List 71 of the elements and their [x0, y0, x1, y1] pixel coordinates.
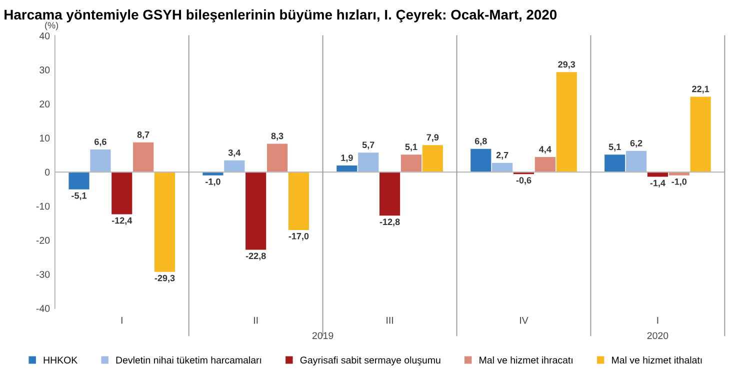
- bar: [604, 154, 626, 172]
- x-tick-label: I: [657, 317, 658, 324]
- data-label: 4,4: [539, 146, 552, 154]
- bar: [133, 142, 154, 172]
- legend-label: Gayrisafi sabit sermaye oluşumu: [300, 356, 440, 366]
- bar: [400, 154, 422, 172]
- y-tick-label: 0: [45, 168, 50, 176]
- y-tick-label: 10: [40, 134, 50, 142]
- data-label: -1,0: [206, 178, 220, 186]
- x-tick-label: IV: [520, 317, 528, 324]
- bar: [534, 157, 556, 172]
- chart-title: Harcama yöntemiyle GSYH bileşenlerinin büyüme hızları, I. Çeyrek: Ocak-Mart, 2020: [4, 9, 557, 22]
- data-label: -22,8: [246, 252, 266, 260]
- y-tick-label: 20: [40, 100, 50, 108]
- data-label: -0,6: [516, 177, 532, 185]
- bar: [556, 72, 577, 172]
- y-axis-title: (%): [45, 22, 58, 30]
- bar: [112, 172, 132, 214]
- legend-label: Devletin nihai tüketim harcamaları: [116, 356, 262, 364]
- bar: [380, 172, 400, 216]
- x-tick-label: III: [386, 317, 393, 324]
- data-label: 8,3: [271, 132, 284, 140]
- bar: [358, 152, 379, 172]
- legend-label: Mal ve hizmet ithalatı: [612, 356, 702, 364]
- bar: [647, 172, 668, 177]
- text: 2020: [647, 332, 668, 340]
- bar: [336, 166, 358, 172]
- bar: [202, 172, 224, 176]
- data-label: -12,8: [380, 218, 400, 226]
- data-label: -17,0: [288, 232, 309, 241]
- bar: [246, 172, 266, 250]
- data-label: 6,8: [474, 138, 487, 146]
- bar: [68, 172, 90, 190]
- data-label: 6,6: [94, 138, 106, 146]
- bar: [470, 148, 492, 172]
- bar: [154, 172, 176, 272]
- bar: [422, 145, 443, 172]
- data-label: -12,4: [112, 217, 132, 225]
- data-label: 5,1: [608, 144, 621, 152]
- data-label: 22,1: [692, 86, 710, 94]
- legend-label: Mal ve hizmet ihracatı: [480, 356, 572, 364]
- bar: [90, 150, 111, 172]
- y-tick-label: -40: [36, 305, 50, 312]
- y-tick-label: -20: [36, 236, 50, 244]
- data-label: 1,9: [341, 154, 353, 162]
- legend-label: HHKOK: [44, 356, 78, 364]
- text: 2019: [312, 332, 334, 340]
- x-tick-label: I: [121, 317, 122, 324]
- data-label: -5,1: [72, 192, 87, 200]
- bar: [288, 172, 309, 230]
- data-label: 8,7: [137, 131, 150, 140]
- y-tick-label: -30: [36, 270, 50, 278]
- data-label: 29,3: [558, 61, 576, 69]
- y-tick-label: -10: [36, 202, 50, 210]
- data-label: 5,1: [405, 144, 418, 152]
- y-tick-label: 30: [40, 66, 50, 74]
- y-tick-label: 40: [39, 32, 50, 40]
- data-label: -29,3: [154, 274, 175, 283]
- bar: [224, 160, 245, 172]
- bar: [690, 96, 711, 172]
- bar: [626, 150, 647, 172]
- data-label: 5,7: [362, 142, 374, 150]
- data-label: -1,0: [672, 178, 687, 186]
- data-label: 3,4: [228, 149, 241, 158]
- data-label: 2,7: [496, 152, 508, 160]
- data-label: 6,2: [630, 140, 642, 148]
- bar: [266, 144, 288, 172]
- data-label: 7,9: [426, 134, 439, 142]
- x-tick-label: II: [254, 317, 258, 324]
- data-label: -1,4: [650, 180, 666, 188]
- bar: [492, 162, 513, 172]
